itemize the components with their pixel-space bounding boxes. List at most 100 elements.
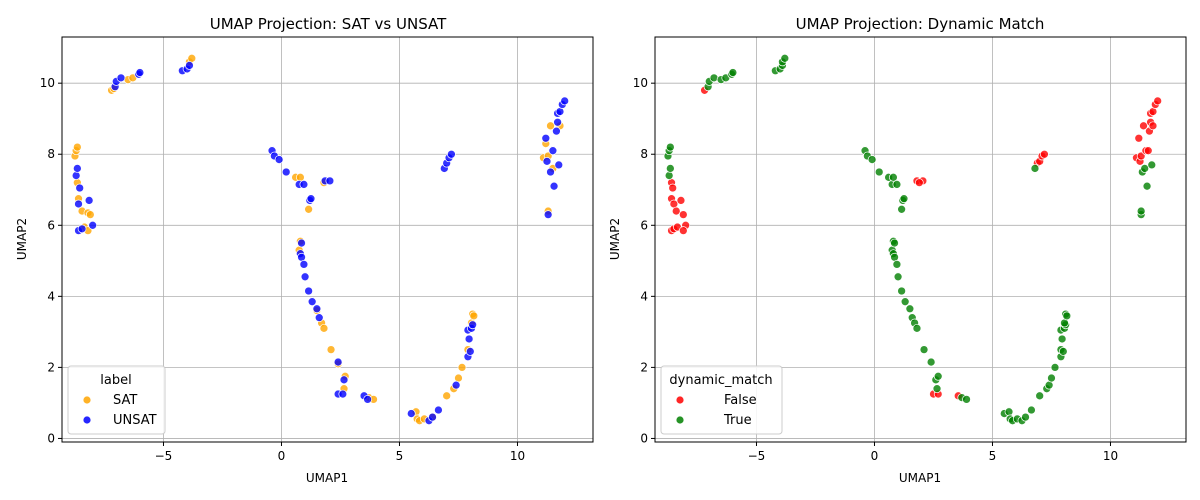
point-unsat (541, 133, 551, 143)
point-sat (457, 363, 467, 372)
y-tick-label: 10 (633, 76, 648, 90)
point-unsat (451, 380, 461, 390)
legend-label-false: False (724, 393, 757, 408)
point-unsat (447, 149, 456, 159)
chart-left-title: UMAP Projection: SAT vs UNSAT (210, 15, 447, 33)
point-true (919, 345, 929, 354)
point-true (897, 286, 906, 296)
chart-left-xlabel: UMAP1 (306, 471, 348, 485)
chart-right-frame (654, 36, 1187, 443)
point-unsat (434, 405, 443, 415)
point-false (678, 226, 688, 235)
point-sat (546, 121, 555, 131)
point-false (1143, 146, 1153, 156)
chart-right-yticks: 0 2 4 6 8 10 (633, 76, 655, 445)
point-true (709, 73, 719, 83)
point-unsat (406, 409, 416, 418)
point-true (780, 53, 790, 63)
point-true (962, 395, 971, 404)
point-true (1030, 164, 1040, 173)
point-sat (469, 311, 479, 321)
point-unsat (549, 181, 559, 191)
point-unsat (297, 238, 306, 248)
point-true (893, 272, 903, 282)
y-tick-label: 0 (47, 431, 55, 445)
point-true (897, 204, 906, 214)
point-false (1040, 149, 1049, 159)
y-tick-label: 2 (640, 360, 648, 374)
y-tick-label: 6 (47, 218, 55, 232)
legend-box (67, 365, 166, 435)
point-unsat (465, 347, 475, 356)
point-sat (326, 345, 336, 354)
point-unsat (464, 334, 474, 344)
point-true (932, 384, 942, 394)
point-sat (296, 172, 305, 182)
point-unsat (75, 183, 85, 193)
point-unsat (135, 68, 145, 77)
point-false (668, 183, 678, 193)
point-false (671, 206, 681, 216)
point-unsat (84, 196, 94, 205)
legend-label-true: True (723, 413, 752, 428)
x-tick-label: −5 (748, 449, 766, 463)
x-tick-label: 10 (510, 449, 525, 463)
x-tick-label: 5 (989, 449, 997, 463)
point-true (900, 297, 910, 307)
legend-marker-false (675, 395, 685, 405)
point-unsat (312, 304, 322, 314)
point-true (664, 171, 674, 180)
point-true (899, 194, 909, 203)
chart-left-points (70, 53, 570, 426)
point-unsat (542, 156, 552, 166)
point-unsat (363, 395, 372, 404)
x-tick-label: 10 (1103, 449, 1118, 463)
point-unsat (71, 171, 81, 180)
point-true (665, 142, 675, 152)
point-true (665, 164, 675, 173)
point-true (1035, 391, 1045, 401)
y-tick-label: 10 (40, 76, 55, 90)
chart-right-xlabel: UMAP1 (899, 471, 941, 485)
legend-title: label (100, 373, 131, 388)
point-true (905, 304, 915, 314)
point-true (890, 238, 899, 248)
point-false (678, 210, 688, 219)
point-unsat (554, 160, 564, 170)
point-false (1148, 121, 1158, 131)
chart-right-xticks: −5 0 5 10 (748, 442, 1118, 463)
chart-right: UMAP Projection: Dynamic Match −5 0 5 10 0 2… (608, 15, 1187, 485)
point-unsat (274, 155, 284, 164)
point-unsat (74, 199, 83, 209)
legend-box (660, 365, 783, 435)
y-tick-label: 8 (47, 147, 55, 161)
x-tick-label: 5 (396, 449, 404, 463)
legend-label-sat: SAT (113, 393, 137, 408)
point-false (914, 178, 924, 188)
point-true (933, 371, 943, 381)
point-unsat (299, 180, 309, 189)
point-true (1047, 373, 1056, 383)
chart-left-legend: label SAT UNSAT (67, 365, 166, 435)
point-unsat (325, 176, 335, 186)
point-true (1050, 363, 1060, 372)
point-unsat (552, 126, 561, 136)
x-tick-label: 0 (871, 449, 879, 463)
point-unsat (307, 297, 317, 307)
point-true (892, 260, 902, 269)
y-tick-label: 4 (47, 289, 55, 303)
point-unsat (77, 224, 87, 234)
point-false (1153, 96, 1163, 106)
point-unsat (339, 375, 349, 385)
chart-right-legend: dynamic_match False True (660, 365, 783, 435)
point-true (892, 180, 902, 189)
point-true (874, 167, 884, 177)
y-tick-label: 0 (640, 431, 648, 445)
point-true (1004, 407, 1014, 417)
point-sat (319, 323, 329, 333)
point-true (1057, 334, 1067, 344)
y-tick-label: 2 (47, 360, 55, 374)
chart-right-points (663, 53, 1163, 426)
point-unsat (314, 313, 324, 323)
